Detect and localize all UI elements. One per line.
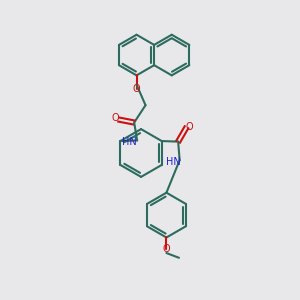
Text: O: O bbox=[163, 244, 170, 254]
Text: O: O bbox=[186, 122, 193, 132]
Text: HN: HN bbox=[122, 136, 137, 147]
Text: HN: HN bbox=[166, 157, 181, 167]
Text: O: O bbox=[133, 84, 140, 94]
Text: O: O bbox=[112, 113, 119, 123]
